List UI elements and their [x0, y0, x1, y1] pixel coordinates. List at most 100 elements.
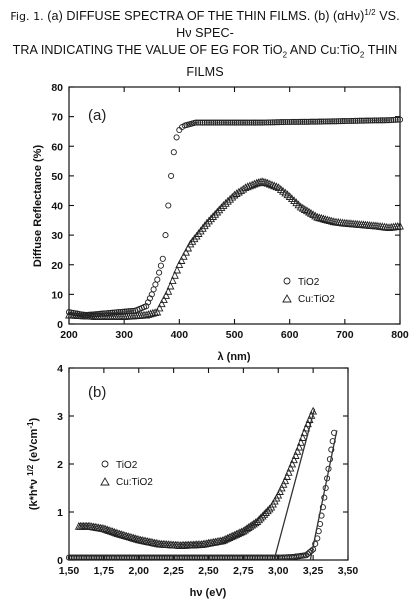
data-point-cu-tio2: [213, 207, 222, 216]
caption-line2-c: THIN FILMS: [186, 43, 398, 79]
data-point-cu-tio2: [215, 205, 224, 214]
data-point-tio2: [312, 540, 319, 547]
data-point-tio2: [324, 118, 331, 125]
data-point-tio2: [244, 119, 251, 126]
data-point-tio2: [369, 117, 376, 124]
x-tick-label: 2,00: [129, 565, 150, 577]
data-point-tio2: [218, 119, 225, 126]
data-point-cu-tio2: [230, 530, 239, 539]
data-point-tio2: [165, 202, 172, 209]
x-tick-label: 200: [60, 329, 78, 341]
data-point-cu-tio2: [170, 270, 179, 279]
y-tick-label: 60: [51, 141, 63, 153]
data-point-tio2: [201, 119, 208, 126]
data-point-tio2: [225, 119, 232, 126]
data-point-cu-tio2: [319, 214, 328, 223]
data-point-cu-tio2: [144, 309, 153, 318]
data-point-tio2: [273, 119, 280, 126]
data-point-cu-tio2: [284, 467, 293, 476]
legend-label-tio2-b: TiO2: [116, 460, 138, 471]
x-tick-label: 3,50: [338, 565, 359, 577]
data-point-tio2: [250, 119, 257, 126]
data-point-tio2: [265, 119, 272, 126]
data-point-cu-tio2: [164, 286, 173, 295]
data-point-tio2: [343, 117, 351, 125]
data-point-cu-tio2: [155, 303, 164, 312]
data-point-tio2: [261, 119, 268, 126]
x-tick-label: 3,25: [303, 565, 324, 577]
data-point-tio2: [290, 118, 297, 125]
data-point-cu-tio2: [127, 533, 136, 542]
data-point-tio2: [170, 149, 177, 156]
data-point-tio2: [229, 119, 236, 126]
data-point-tio2: [212, 119, 219, 126]
y-axis-title-a: Diffuse Reflectance (%): [32, 145, 44, 268]
data-point-tio2: [333, 118, 340, 125]
data-point-tio2: [278, 119, 285, 126]
data-point-cu-tio2: [122, 531, 131, 540]
data-point-tio2: [195, 119, 202, 126]
data-point-tio2: [367, 117, 374, 124]
data-point-tio2: [248, 119, 255, 126]
data-point-cu-tio2: [126, 532, 134, 541]
data-point-tio2: [352, 117, 359, 124]
data-point-tio2: [216, 119, 223, 126]
data-marks-b: [65, 406, 338, 561]
data-point-tio2: [192, 119, 199, 126]
x-tick-label: 800: [391, 329, 409, 341]
data-point-cu-tio2: [300, 428, 309, 437]
legend-label-cutio2-a: Cu:TiO2: [298, 294, 335, 305]
caption-superscript: 1/2: [364, 8, 376, 17]
caption-line1-end: VS. Hν SPEC-: [176, 9, 400, 41]
data-point-cu-tio2: [120, 531, 129, 540]
x-tick-label: 3,00: [268, 565, 289, 577]
figure-caption: Fig. 1. (a) DIFFUSE SPECTRA OF THE THIN …: [4, 4, 406, 81]
data-point-tio2: [392, 116, 399, 123]
data-point-cu-tio2: [289, 455, 298, 464]
data-point-cu-tio2: [211, 209, 220, 218]
data-point-cu-tio2: [291, 451, 300, 459]
y-tick-label: 30: [51, 230, 63, 242]
data-point-tio2: [150, 286, 157, 293]
x-axis-title-b: hν (eV): [190, 587, 227, 599]
data-point-cu-tio2: [226, 194, 235, 203]
data-point-cu-tio2: [124, 532, 133, 541]
data-point-cu-tio2: [148, 308, 157, 317]
data-point-cu-tio2: [133, 534, 141, 543]
x-tick-label: 1,50: [59, 565, 80, 577]
data-point-tio2: [154, 276, 161, 283]
data-point-cu-tio2: [221, 198, 230, 207]
caption-line2-b: AND Cu:TiO: [287, 43, 360, 58]
data-point-tio2: [297, 118, 304, 125]
data-point-tio2: [346, 117, 353, 125]
data-point-cu-tio2: [151, 308, 160, 317]
data-point-tio2: [388, 117, 395, 124]
data-point-cu-tio2: [159, 295, 168, 304]
data-point-tio2: [307, 118, 314, 125]
legend-a: TiO2 Cu:TiO2: [282, 277, 335, 305]
data-point-cu-tio2: [396, 221, 404, 230]
data-point-cu-tio2: [302, 423, 311, 432]
data-point-tio2: [337, 118, 344, 125]
y-tick-label: 0: [57, 555, 63, 567]
data-point-tio2: [396, 116, 404, 123]
data-point-cu-tio2: [207, 214, 216, 223]
legend-label-tio2-a: TiO2: [298, 277, 320, 288]
y-axis-title-b-main: (k*h*ν: [28, 476, 40, 510]
data-point-tio2: [286, 118, 293, 126]
data-point-cu-tio2: [265, 504, 274, 513]
data-point-cu-tio2: [305, 207, 313, 216]
data-point-cu-tio2: [184, 243, 193, 252]
data-point-tio2: [252, 119, 259, 126]
y-axis-title-b-close: ): [28, 418, 40, 422]
data-point-tio2: [295, 118, 302, 125]
data-point-tio2: [162, 232, 169, 239]
x-tick-label: 400: [171, 329, 189, 341]
y-axis-title-b-unit: (eVcm: [28, 428, 40, 464]
data-point-tio2: [371, 117, 378, 124]
x-tick-label: 2,50: [198, 565, 219, 577]
x-tick-label: 2,75: [233, 565, 254, 577]
legend-marker-cutio2-a: [282, 294, 292, 303]
data-point-cu-tio2: [209, 212, 218, 220]
